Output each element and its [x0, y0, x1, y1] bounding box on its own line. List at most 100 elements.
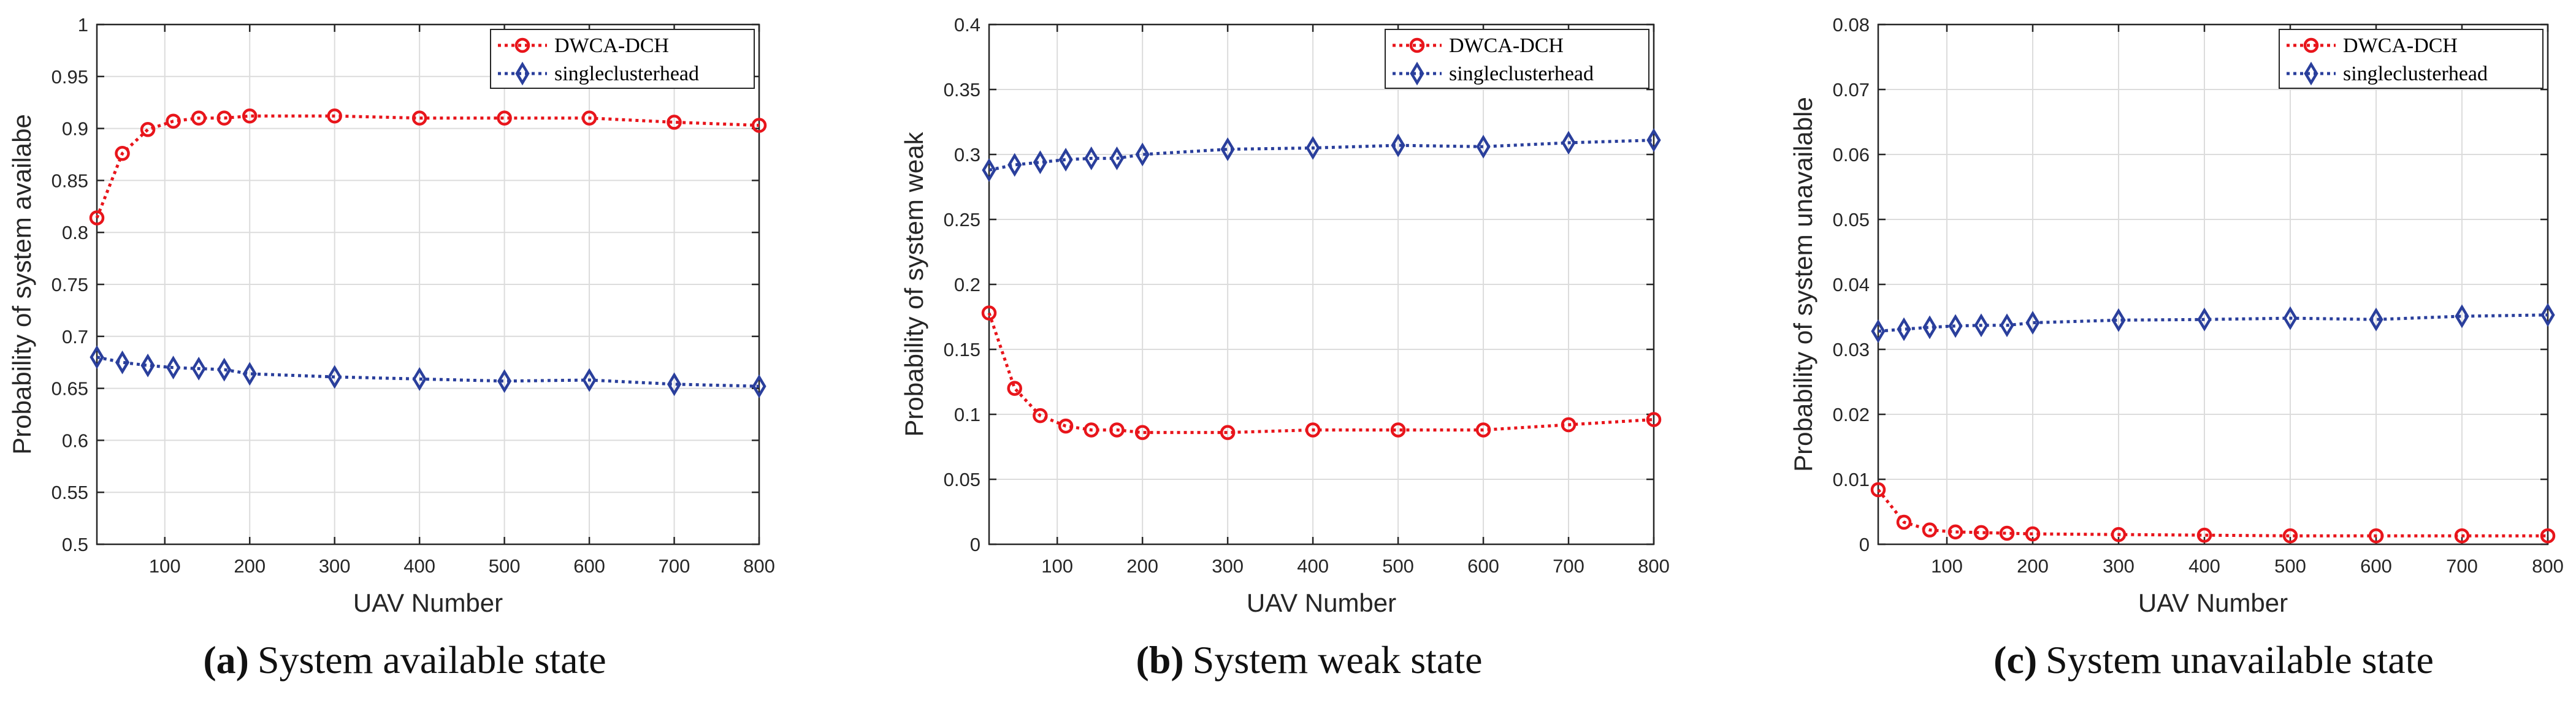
subfigure-caption: (b) System weak state [1136, 638, 1483, 682]
chart-a: 100 200 300 400 500 600 700 800 0.5 0.55 0.6 0.65 0.… [7, 14, 775, 682]
x-tick-label: 400 [1297, 555, 1329, 577]
x-tick-label: 600 [573, 555, 605, 577]
y-tick-label: 0.01 [1833, 469, 1870, 490]
x-axis-label: UAV Number [353, 588, 503, 617]
data-point [1561, 417, 1577, 433]
x-tick-label: 300 [2103, 555, 2135, 577]
data-point [411, 110, 427, 126]
data-point [497, 110, 512, 126]
data-point [412, 367, 427, 391]
data-point [115, 350, 130, 375]
x-tick-label: 400 [403, 555, 435, 577]
data-point [1922, 315, 1937, 340]
caption-letter: (b) [1136, 638, 1184, 682]
x-tick-label: 400 [2188, 555, 2220, 577]
data-point [1897, 317, 1911, 341]
x-tick-label: 800 [743, 555, 775, 577]
y-tick-label: 0.85 [52, 170, 88, 191]
legend: DWCA-DCH singleclusterhead [2279, 29, 2544, 89]
data-point [1007, 381, 1022, 396]
y-tick-label: 1 [78, 14, 88, 36]
x-tick-label: 500 [489, 555, 521, 577]
x-tick-label: 700 [659, 555, 690, 577]
y-tick-label: 0.55 [52, 482, 88, 503]
legend-box [490, 29, 755, 89]
chart-b: 100 200 300 400 500 600 700 800 0 0.05 0.1 0.15 0.2 0… [900, 14, 1670, 682]
y-tick-label: 0.07 [1833, 79, 1870, 101]
chart-c: 100 200 300 400 500 600 700 800 0 0.01 0.02 0.03 0.0… [1789, 14, 2564, 682]
subfigure-caption: (c) System unavailable state [1993, 638, 2434, 682]
data-point [1084, 146, 1099, 170]
x-tick-label: 500 [1382, 555, 1414, 577]
data-point [191, 357, 206, 381]
data-point [1058, 418, 1074, 434]
y-tick-label: 0.8 [62, 222, 88, 243]
x-tick-label: 600 [2360, 555, 2392, 577]
data-point [1033, 408, 1048, 424]
data-point [1135, 142, 1150, 167]
data-point [2455, 304, 2469, 329]
x-tick-label: 200 [234, 555, 266, 577]
x-axis-label: UAV Number [2138, 588, 2288, 617]
series-line-dwca-dch [1877, 489, 2548, 538]
data-point [2368, 528, 2384, 544]
data-point [1948, 314, 1963, 338]
data-point [1305, 136, 1320, 160]
legend-swatch-marker [2303, 37, 2319, 53]
caption-text: System unavailable state [2046, 638, 2434, 682]
data-point [242, 108, 258, 124]
x-tick-label: 200 [1126, 555, 1158, 577]
data-point [982, 158, 996, 182]
y-tick-label: 0.08 [1833, 14, 1870, 36]
y-tick-label: 0.2 [954, 274, 980, 295]
x-tick-label: 300 [319, 555, 351, 577]
data-point [115, 146, 130, 161]
data-point [1646, 128, 1661, 153]
series-line-dwca-dch [95, 114, 760, 219]
y-tick-label: 0 [970, 534, 980, 555]
legend-swatch-marker [515, 61, 530, 86]
y-tick-label: 0.06 [1833, 144, 1870, 165]
legend-swatch-marker [1409, 37, 1425, 53]
legend-label: singleclusterhead [1449, 63, 1594, 85]
data-point [1646, 412, 1662, 427]
legend-box [1385, 29, 1649, 89]
data-point [1305, 422, 1321, 438]
data-point [2197, 307, 2212, 332]
x-tick-label: 800 [1638, 555, 1670, 577]
data-point [751, 118, 767, 133]
data-point [89, 210, 105, 226]
data-point [2282, 528, 2298, 544]
legend-label: DWCA-DCH [2343, 34, 2458, 57]
y-tick-label: 0.35 [944, 79, 980, 101]
caption-text: System weak state [1193, 638, 1483, 682]
y-tick-label: 0.4 [954, 14, 980, 36]
y-axis-label: Probability of system availabe [7, 114, 36, 455]
caption-letter: (a) [203, 638, 249, 682]
series-line-dwca-dch [987, 312, 1654, 435]
y-tick-label: 0 [1859, 534, 1870, 555]
y-tick-label: 0.02 [1833, 404, 1870, 425]
data-point [1922, 522, 1938, 538]
y-tick-label: 0.04 [1833, 274, 1870, 295]
x-tick-label: 500 [2274, 555, 2306, 577]
data-point [140, 122, 156, 137]
data-point [752, 374, 766, 398]
data-point [2111, 308, 2126, 332]
y-axis-label: Probability of system weak [900, 131, 928, 436]
x-tick-label: 800 [2532, 555, 2564, 577]
data-point [1390, 422, 1406, 438]
data-point [1033, 150, 1048, 175]
x-tick-label: 700 [2446, 555, 2478, 577]
y-tick-label: 0.9 [62, 118, 88, 140]
data-point [2025, 526, 2041, 542]
y-tick-label: 0.95 [52, 66, 88, 88]
legend-label: DWCA-DCH [554, 34, 669, 57]
data-point [1871, 319, 1886, 343]
data-point [581, 110, 597, 126]
series-line-singleclusterhead [96, 356, 760, 388]
data-point [1058, 148, 1073, 172]
data-point [2025, 311, 2040, 335]
legend-label: singleclusterhead [2343, 63, 2488, 85]
